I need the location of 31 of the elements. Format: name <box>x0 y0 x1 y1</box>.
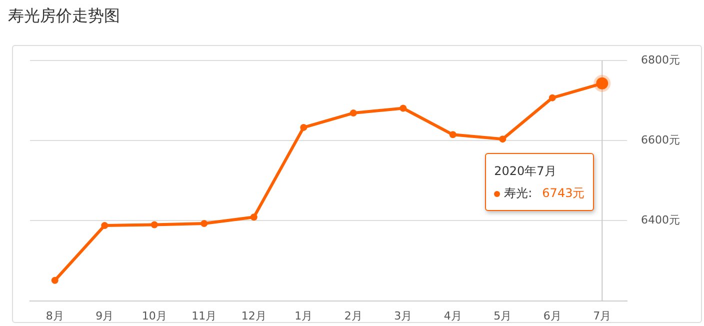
point <box>449 131 456 138</box>
x-tick-label: 9月 <box>96 309 114 322</box>
x-tick-label: 3月 <box>394 309 412 322</box>
chart-title: 寿光房价走势图 <box>8 6 120 27</box>
annotation: : <box>528 186 532 200</box>
x-tick-label: 7月 <box>593 309 612 322</box>
annotation: 6743元 <box>542 186 585 200</box>
x-tick-label: 11月 <box>192 309 217 322</box>
x-tick-label: 6月 <box>543 309 562 322</box>
point <box>400 104 407 112</box>
legend-label: 寿光 <box>504 186 528 200</box>
point <box>350 110 357 117</box>
point <box>51 276 58 284</box>
x-tick-label: 4月 <box>444 309 462 322</box>
x-tick-label: 12月 <box>241 309 266 322</box>
x-tick-label: 8月 <box>46 309 64 322</box>
annotation: 2020年7月 <box>494 163 558 180</box>
point <box>499 136 506 143</box>
point <box>101 222 108 230</box>
x-tick-label: 2月 <box>344 309 362 322</box>
x-tick-label: 5月 <box>494 309 512 322</box>
y-tick-label: 6400元 <box>641 214 680 227</box>
x-tick-label: 1月 <box>294 309 313 322</box>
y-tick-label: 6800元 <box>641 53 680 66</box>
point <box>250 214 258 221</box>
point <box>200 220 208 228</box>
y-tick-label: 6600元 <box>641 134 680 147</box>
x-tick-label: 10月 <box>142 309 167 322</box>
point <box>150 221 158 228</box>
point <box>548 94 556 102</box>
point <box>300 124 308 131</box>
